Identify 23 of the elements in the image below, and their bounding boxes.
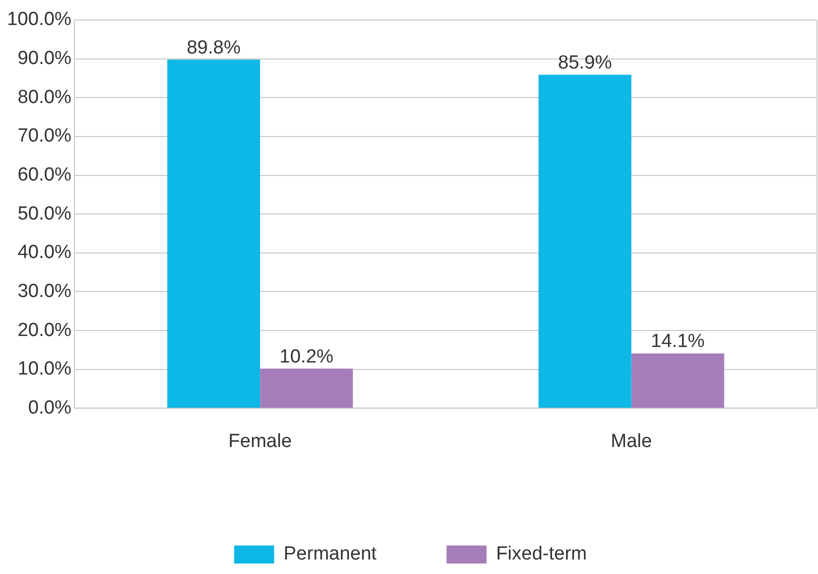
- data-label: 89.8%: [186, 37, 241, 58]
- y-tick-label: 50.0%: [18, 203, 72, 224]
- y-tick-label: 20.0%: [18, 320, 72, 341]
- y-tick-label: 100.0%: [6, 9, 72, 30]
- y-tick-label: 70.0%: [18, 126, 72, 147]
- data-label: 10.2%: [280, 346, 334, 368]
- legend-label: Permanent: [284, 544, 378, 565]
- y-tick-label: 60.0%: [18, 164, 72, 186]
- legend-label: Fixed-term: [496, 544, 587, 565]
- y-tick-label: 80.0%: [18, 86, 72, 108]
- bar: [167, 60, 260, 408]
- y-tick-label: 10.0%: [18, 358, 72, 380]
- y-tick-label: 40.0%: [18, 242, 72, 264]
- data-label: 14.1%: [650, 331, 705, 352]
- x-tick-label: Male: [610, 430, 652, 452]
- bar: [631, 353, 724, 408]
- y-tick-label: 30.0%: [18, 280, 72, 302]
- y-tick-label: 0.0%: [28, 397, 72, 418]
- bar: [538, 74, 632, 408]
- bar: [260, 368, 353, 408]
- y-tick-label: 90.0%: [18, 48, 72, 70]
- x-tick-label: Female: [228, 430, 292, 452]
- data-label: 85.9%: [558, 52, 612, 74]
